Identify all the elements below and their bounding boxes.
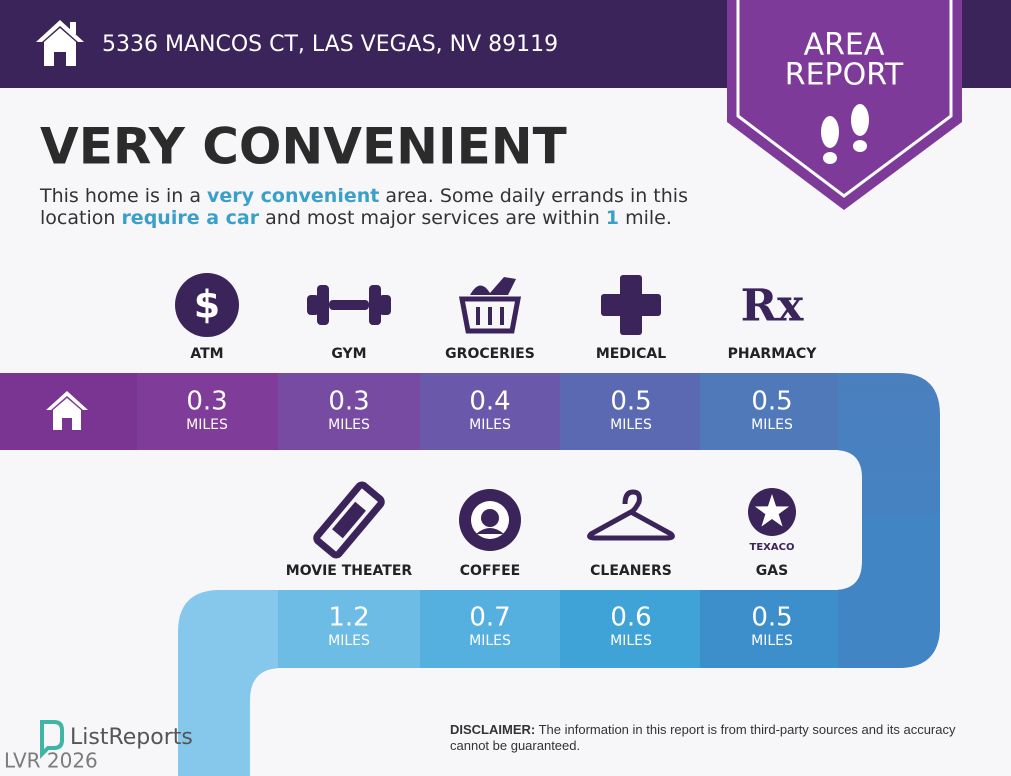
icon-shape — [307, 295, 319, 315]
amenity-label: CLEANERS — [590, 563, 672, 579]
icon-shape — [601, 294, 661, 316]
brand: ListReports — [70, 725, 193, 750]
distance: 0.3 — [186, 387, 227, 417]
amenity-label: ATM — [190, 346, 223, 362]
disclaimer: DISCLAIMER: The information in this repo… — [450, 722, 980, 754]
distance-unit: MILES — [328, 417, 370, 433]
icon-shape — [313, 481, 385, 559]
icon-shape — [369, 285, 381, 325]
watermark: LVR 2026 — [4, 749, 98, 773]
distance: 0.6 — [610, 603, 651, 633]
icon-shape — [332, 501, 366, 539]
address: 5336 MANCOS CT, LAS VEGAS, NV 89119 — [102, 32, 558, 57]
distance-unit: MILES — [751, 417, 793, 433]
icon-shape — [476, 528, 504, 534]
distance: 0.5 — [751, 603, 792, 633]
distance-unit: MILES — [610, 633, 652, 649]
icon-shape — [458, 296, 522, 334]
amenity-label: GYM — [331, 346, 366, 362]
badge — [727, 0, 962, 210]
distance-unit: MILES — [186, 417, 228, 433]
footprints — [821, 104, 869, 164]
description-segment: area. Some daily errands in this — [379, 185, 688, 207]
icon-shape — [317, 285, 329, 325]
amenity-label: PHARMACY — [728, 346, 818, 362]
header-home-icon — [36, 20, 84, 66]
description-segment: location — [40, 207, 121, 229]
icon-text: $ — [194, 283, 220, 327]
icon-text: TEXACO — [750, 542, 795, 553]
distance-unit: MILES — [328, 633, 370, 649]
distance: 0.5 — [751, 387, 792, 417]
amenity-label: MEDICAL — [596, 346, 666, 362]
distance: 0.4 — [469, 387, 510, 417]
description: This home is in a very convenient area. … — [39, 185, 688, 207]
disclaimer-text: The information in this report is from t… — [450, 722, 956, 753]
icon-shape — [175, 273, 239, 337]
badge-border — [736, 0, 953, 198]
description: location require a car and most major se… — [40, 207, 672, 229]
icon-shape — [481, 509, 499, 527]
distance-unit: MILES — [751, 633, 793, 649]
distance-unit: MILES — [469, 417, 511, 433]
distance: 0.5 — [610, 387, 651, 417]
badge-line: REPORT — [785, 58, 904, 93]
distance: 1.2 — [328, 603, 369, 633]
badge-line: AREA — [804, 28, 885, 63]
description-segment: very convenient — [207, 185, 379, 207]
route-band — [0, 373, 940, 776]
icon-text: Rx — [741, 281, 805, 332]
icon-shape — [379, 295, 391, 315]
distance: 0.3 — [328, 387, 369, 417]
description-segment: and most major services are within — [259, 207, 606, 229]
disclaimer-label: DISCLAIMER: — [450, 722, 536, 737]
amenity-label: MOVIE THEATER — [286, 563, 413, 579]
icon-shape — [329, 300, 369, 310]
headline: VERY CONVENIENT — [40, 118, 567, 176]
amenity-label: GROCERIES — [445, 346, 535, 362]
icon-shape — [470, 277, 516, 295]
description-segment: This home is in a — [39, 185, 207, 207]
description-segment: 1 — [606, 207, 619, 229]
brand-logo — [40, 720, 64, 759]
route-home-icon — [46, 391, 88, 430]
distance-unit: MILES — [610, 417, 652, 433]
icon-shape — [587, 489, 675, 541]
amenity-label: COFFEE — [460, 563, 520, 579]
icon-shape — [754, 494, 790, 527]
description-segment: require a car — [121, 207, 259, 229]
amenity-label: GAS — [756, 563, 788, 579]
distance-unit: MILES — [469, 633, 511, 649]
description-segment: mile. — [619, 207, 672, 229]
distance: 0.7 — [469, 603, 510, 633]
